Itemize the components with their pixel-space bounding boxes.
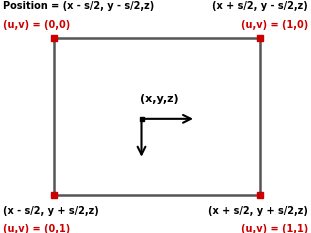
Text: (u,v) = (0,1): (u,v) = (0,1) bbox=[3, 224, 70, 233]
Text: (x + s/2, y + s/2,z): (x + s/2, y + s/2,z) bbox=[208, 206, 308, 216]
Text: Position = (x - s/2, y - s/2,z): Position = (x - s/2, y - s/2,z) bbox=[3, 1, 154, 11]
Text: (u,v) = (1,1): (u,v) = (1,1) bbox=[241, 224, 308, 233]
Text: (u,v) = (0,0): (u,v) = (0,0) bbox=[3, 20, 70, 30]
Text: (x + s/2, y - s/2,z): (x + s/2, y - s/2,z) bbox=[212, 1, 308, 11]
Text: (x,y,z): (x,y,z) bbox=[140, 94, 179, 104]
Text: (u,v) = (1,0): (u,v) = (1,0) bbox=[241, 20, 308, 30]
Text: (x - s/2, y + s/2,z): (x - s/2, y + s/2,z) bbox=[3, 206, 99, 216]
